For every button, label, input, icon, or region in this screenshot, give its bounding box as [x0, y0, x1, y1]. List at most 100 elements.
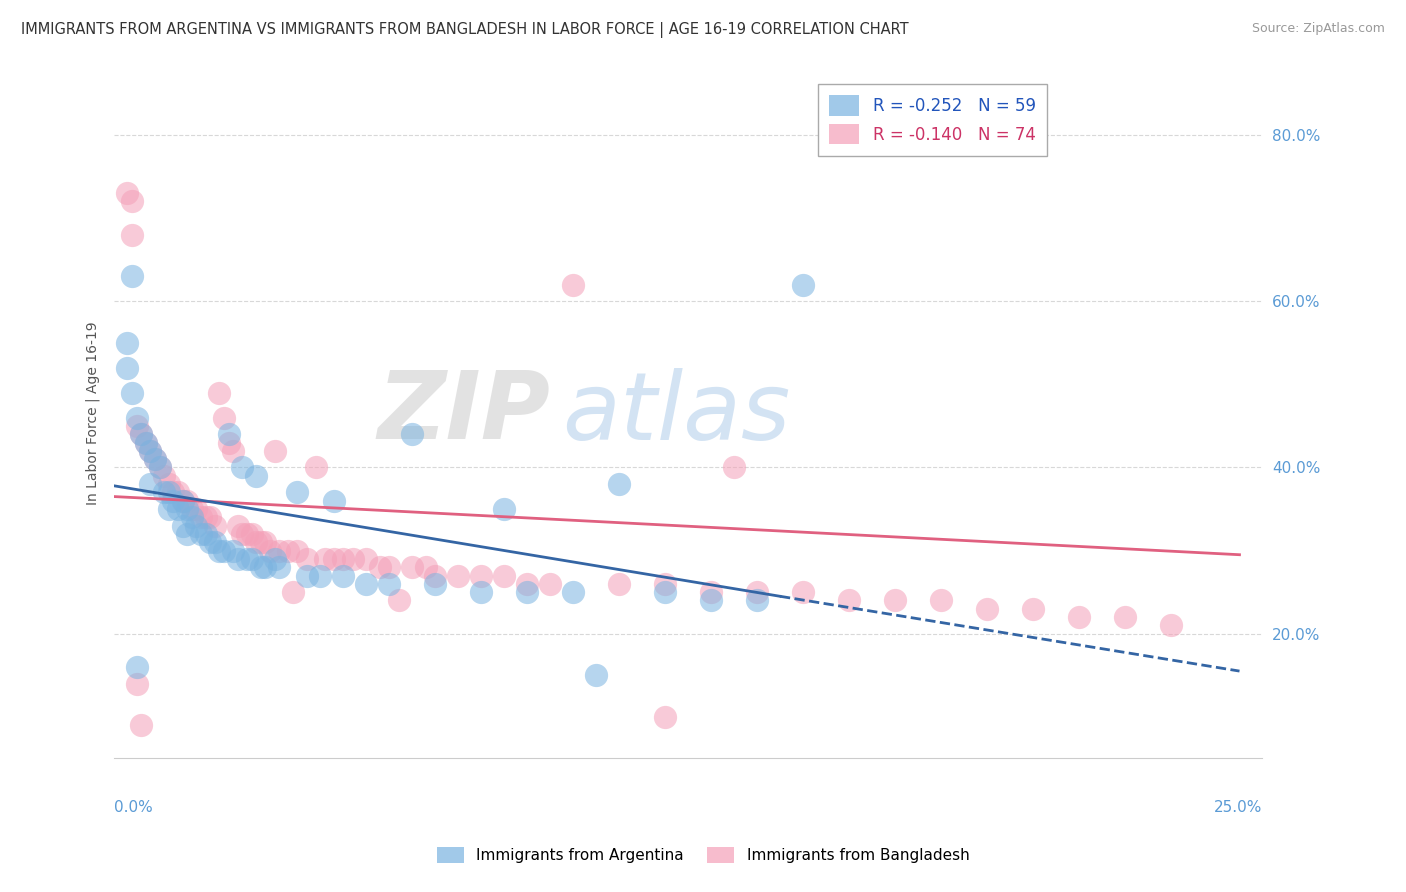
Point [231, 460, 253, 475]
Point [153, 468, 176, 483]
Point [378, 560, 401, 574]
Text: ZIP: ZIP [377, 368, 550, 459]
Point [125, 676, 148, 690]
Point [425, 568, 447, 582]
Point [222, 543, 245, 558]
Point [226, 552, 249, 566]
Point [208, 543, 231, 558]
Point [125, 410, 148, 425]
Point [194, 510, 217, 524]
Point [281, 585, 304, 599]
Point [538, 577, 561, 591]
Point [208, 385, 231, 400]
Point [607, 477, 630, 491]
Point [236, 552, 259, 566]
Point [157, 485, 180, 500]
Point [269, 560, 291, 574]
Point [129, 427, 152, 442]
Point [309, 568, 332, 582]
Point [700, 585, 723, 599]
Point [125, 660, 148, 674]
Point [226, 518, 249, 533]
Point [176, 502, 198, 516]
Legend: R = -0.252   N = 59, R = -0.140   N = 74: R = -0.252 N = 59, R = -0.140 N = 74 [818, 84, 1047, 156]
Point [323, 493, 346, 508]
Point [167, 502, 190, 516]
Point [745, 585, 768, 599]
Point [494, 502, 516, 516]
Text: 25.0%: 25.0% [1215, 800, 1263, 814]
Point [129, 427, 152, 442]
Point [129, 718, 152, 732]
Point [342, 552, 364, 566]
Point [470, 585, 492, 599]
Point [117, 360, 139, 375]
Point [263, 552, 285, 566]
Point [222, 443, 245, 458]
Point [212, 543, 235, 558]
Point [143, 452, 166, 467]
Point [356, 552, 378, 566]
Text: atlas: atlas [562, 368, 790, 459]
Point [180, 510, 202, 524]
Point [212, 410, 235, 425]
Point [745, 593, 768, 607]
Point [245, 535, 267, 549]
Point [172, 518, 194, 533]
Point [654, 577, 676, 591]
Point [295, 568, 318, 582]
Point [249, 560, 271, 574]
Point [287, 543, 309, 558]
Point [269, 543, 291, 558]
Point [792, 277, 814, 292]
Point [218, 427, 240, 442]
Point [1160, 618, 1182, 632]
Point [263, 443, 285, 458]
Point [186, 518, 208, 533]
Point [249, 535, 271, 549]
Point [585, 668, 607, 682]
Point [401, 560, 423, 574]
Point [332, 552, 354, 566]
Point [121, 194, 143, 209]
Point [157, 477, 180, 491]
Point [356, 577, 378, 591]
Point [190, 510, 212, 524]
Point [143, 452, 166, 467]
Point [204, 518, 226, 533]
Point [314, 552, 336, 566]
Point [176, 527, 198, 541]
Point [135, 435, 157, 450]
Point [180, 502, 202, 516]
Point [723, 460, 745, 475]
Point [259, 543, 281, 558]
Point [121, 269, 143, 284]
Point [139, 477, 162, 491]
Point [117, 335, 139, 350]
Point [976, 601, 998, 615]
Point [240, 527, 263, 541]
Point [1114, 610, 1136, 624]
Point [494, 568, 516, 582]
Point [470, 568, 492, 582]
Point [654, 710, 676, 724]
Point [186, 502, 208, 516]
Point [254, 560, 277, 574]
Point [149, 460, 172, 475]
Point [139, 443, 162, 458]
Point [153, 485, 176, 500]
Point [204, 535, 226, 549]
Point [121, 227, 143, 242]
Point [1067, 610, 1090, 624]
Point [387, 593, 409, 607]
Point [190, 527, 212, 541]
Point [198, 510, 221, 524]
Point [240, 552, 263, 566]
Point [378, 577, 401, 591]
Point [447, 568, 470, 582]
Point [172, 493, 194, 508]
Point [516, 577, 538, 591]
Point [929, 593, 952, 607]
Point [562, 585, 585, 599]
Point [139, 443, 162, 458]
